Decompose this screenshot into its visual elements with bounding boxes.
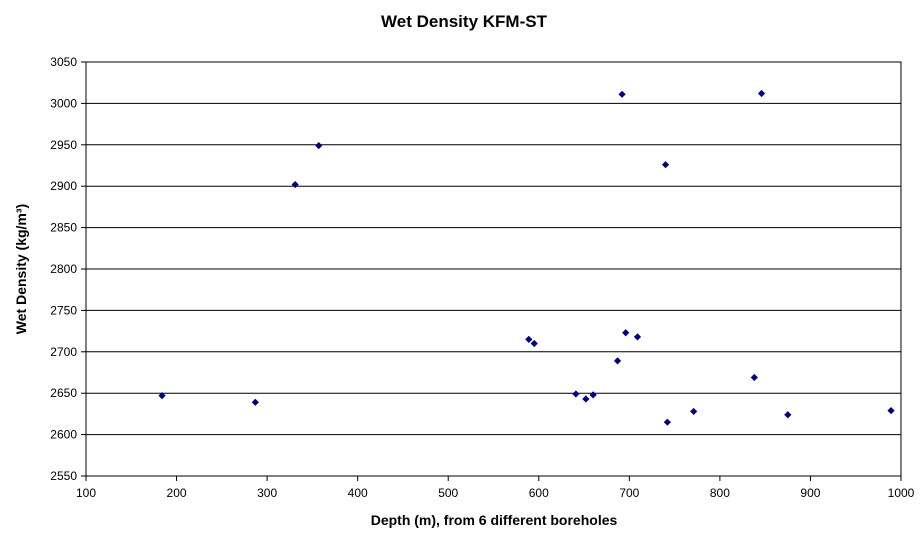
x-tick-label: 100 <box>76 486 96 500</box>
x-tick-label: 600 <box>529 486 549 500</box>
data-point <box>158 392 166 400</box>
data-point <box>291 180 299 189</box>
gridlines <box>86 102 901 436</box>
data-points <box>158 89 895 426</box>
y-tick-label: 2900 <box>50 179 77 193</box>
data-point <box>530 339 538 348</box>
data-point <box>750 373 758 382</box>
data-point <box>589 391 597 399</box>
data-point <box>251 398 259 406</box>
x-tick-label: 500 <box>438 486 458 500</box>
y-axis-label: Wet Density (kg/m³) <box>13 204 29 334</box>
data-point <box>572 390 580 398</box>
x-axis: 100 200 300 400 500 600 700 800 900 1000 <box>76 476 915 500</box>
x-tick-label: 300 <box>257 486 277 500</box>
data-point <box>613 357 622 365</box>
data-point <box>315 142 323 150</box>
y-tick-label: 2800 <box>50 262 77 276</box>
data-point <box>633 333 642 341</box>
x-tick-label: 1000 <box>888 486 915 500</box>
data-point <box>887 406 895 415</box>
data-point <box>582 395 590 403</box>
data-point <box>757 89 766 98</box>
data-point <box>622 329 630 337</box>
y-tick-label: 3050 <box>50 55 77 69</box>
x-tick-label: 800 <box>710 486 730 500</box>
y-axis: 2550 2600 2650 2700 2750 2800 2850 2900 2950 3000… <box>50 55 86 483</box>
y-tick-label: 2950 <box>50 138 77 152</box>
x-axis-label: Depth (m), from 6 different boreholes <box>371 512 618 528</box>
data-point <box>661 161 670 169</box>
y-tick-label: 2600 <box>50 428 77 442</box>
data-point <box>663 418 671 426</box>
data-point <box>784 411 792 419</box>
y-tick-label: 2550 <box>50 469 77 483</box>
data-point <box>690 407 698 416</box>
chart-title: Wet Density KFM-ST <box>381 12 548 31</box>
data-point <box>618 90 626 98</box>
x-tick-label: 900 <box>800 486 820 500</box>
x-tick-label: 700 <box>619 486 639 500</box>
y-tick-label: 2650 <box>50 386 77 400</box>
y-tick-label: 2850 <box>50 221 77 235</box>
data-point <box>525 335 533 343</box>
y-tick-label: 3000 <box>50 96 77 110</box>
x-tick-label: 200 <box>167 486 187 500</box>
y-tick-label: 2700 <box>50 345 77 359</box>
y-tick-label: 2750 <box>50 303 77 317</box>
x-tick-label: 400 <box>348 486 368 500</box>
